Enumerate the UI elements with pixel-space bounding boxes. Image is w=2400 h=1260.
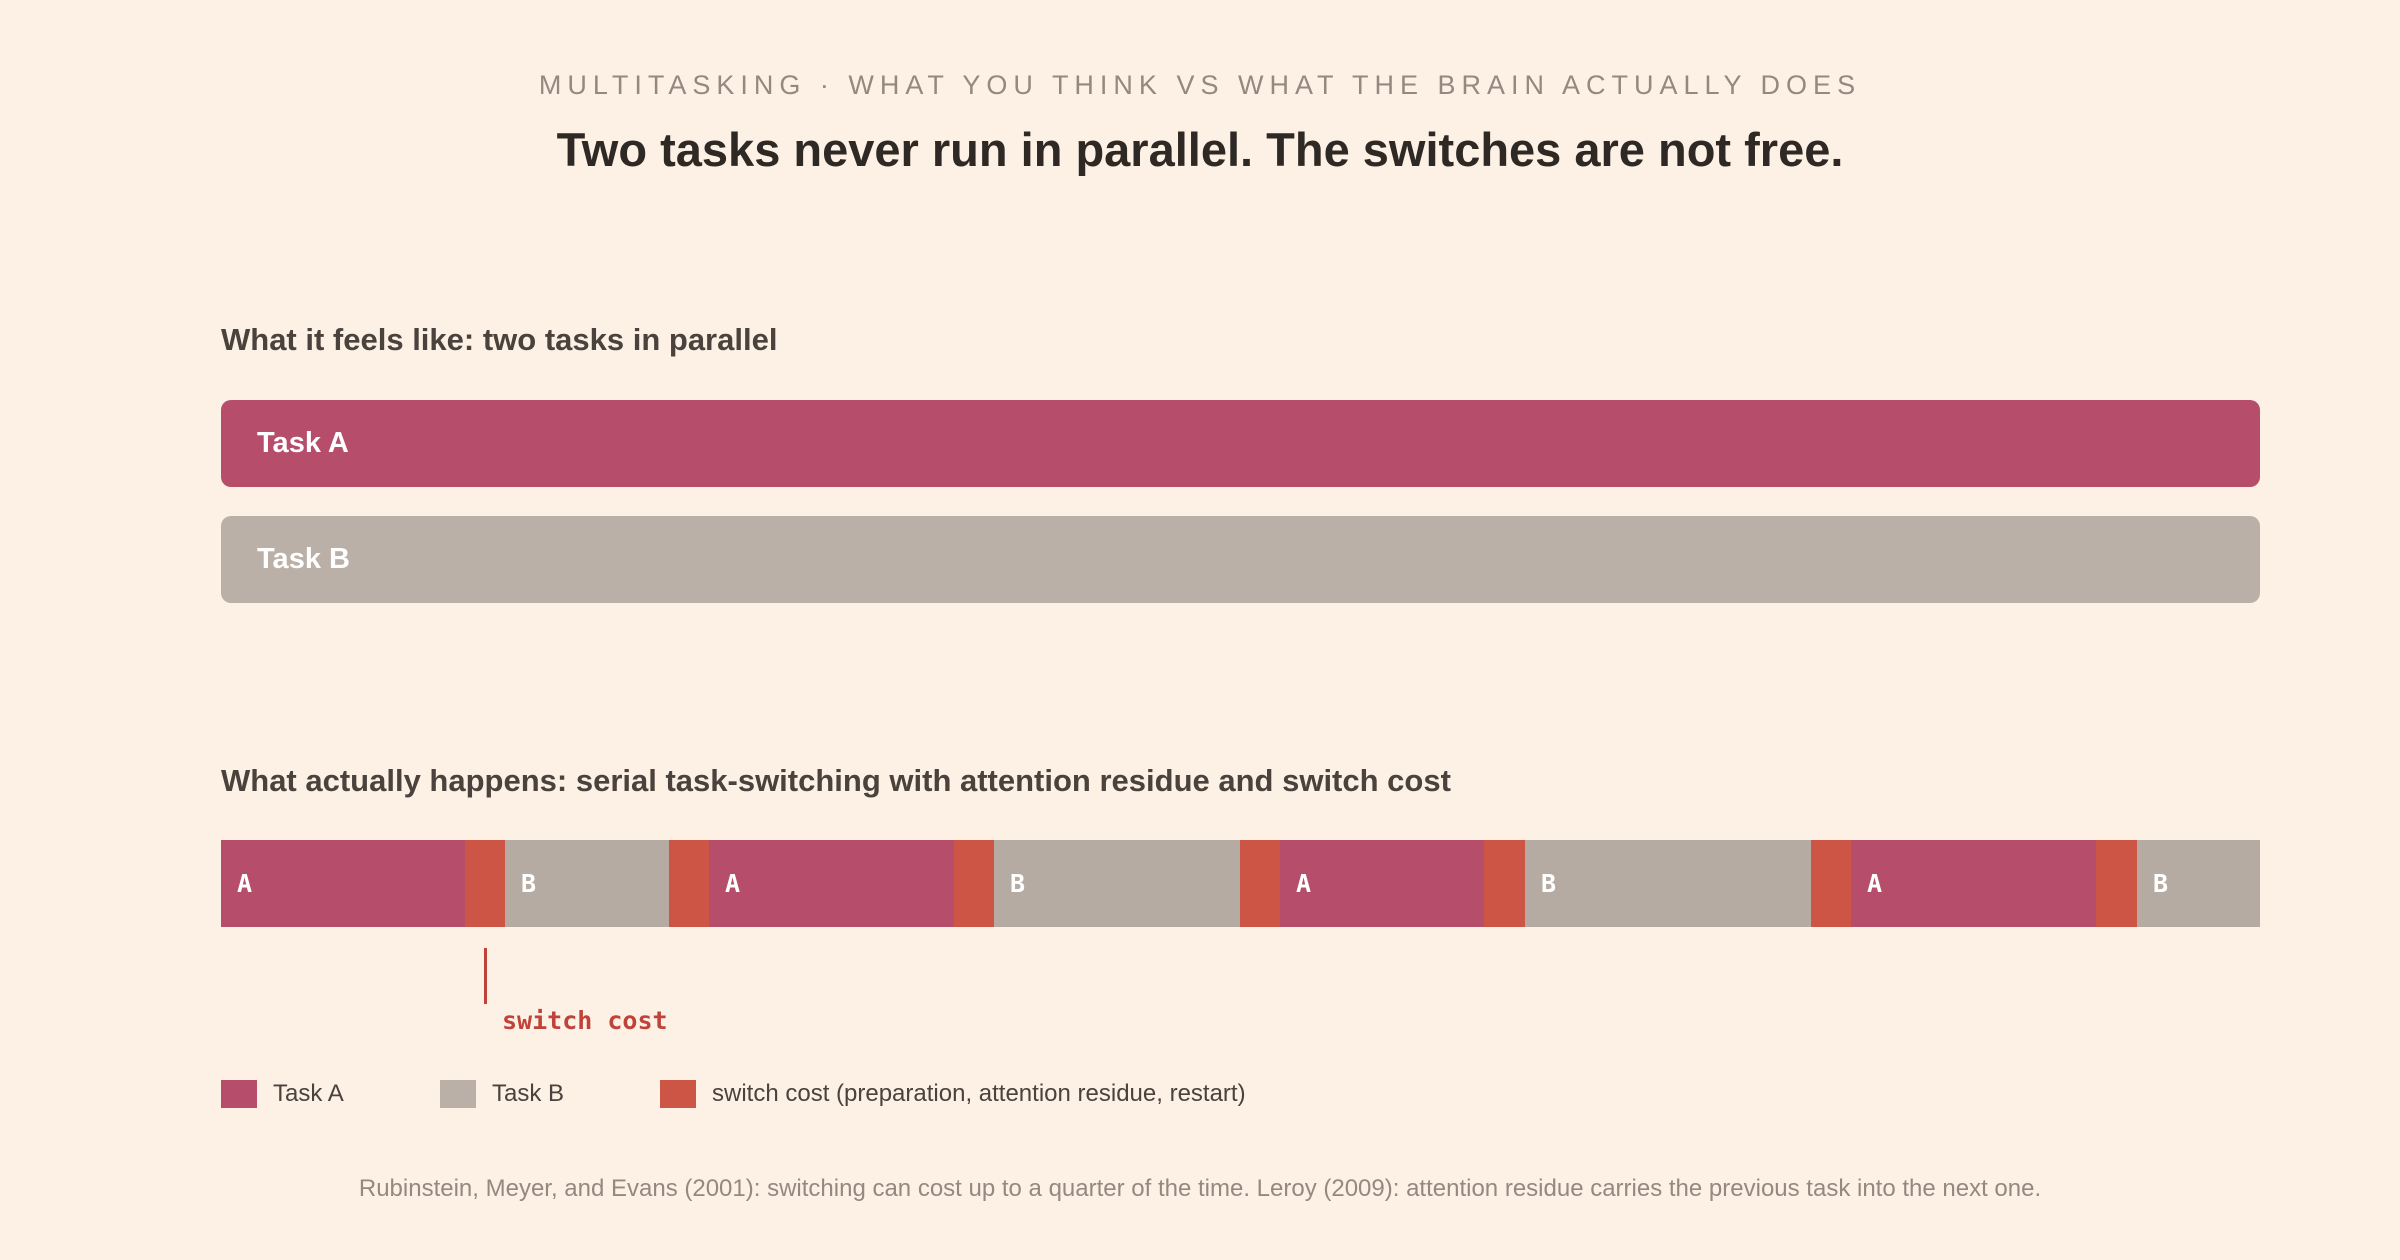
legend-item-task-a: Task A <box>221 1079 344 1109</box>
task-a-bar: Task A <box>221 400 2260 487</box>
segment-label: B <box>521 869 537 898</box>
segment-label: A <box>1296 869 1312 898</box>
switch-cost-segment <box>1811 840 1851 927</box>
switch-cost-segment <box>2096 840 2137 927</box>
parallel-section-title: What it feels like: two tasks in paralle… <box>221 322 778 357</box>
task-a-segment: A <box>1851 840 2096 927</box>
task-b-segment: B <box>994 840 1240 927</box>
serial-section-title: What actually happens: serial task-switc… <box>221 763 1451 798</box>
task-a-segment: A <box>709 840 954 927</box>
page-title: Two tasks never run in parallel. The swi… <box>556 123 1844 176</box>
legend-label-switch-cost: switch cost (preparation, attention resi… <box>712 1080 1246 1107</box>
source-footnote: Rubinstein, Meyer, and Evans (2001): swi… <box>358 1175 2042 1202</box>
segment-label: B <box>1541 869 1557 898</box>
task-b-bar-label: Task B <box>257 543 350 575</box>
switch-cost-segment <box>465 840 505 927</box>
task-b-segment: B <box>505 840 669 927</box>
legend-item-task-b: Task B <box>440 1079 564 1109</box>
legend-swatch-task-a <box>221 1080 257 1108</box>
switch-cost-segment <box>1240 840 1280 927</box>
legend-swatch-task-b <box>440 1080 476 1108</box>
segment-label: A <box>237 869 253 898</box>
task-a-segment: A <box>1280 840 1484 927</box>
segment-label: A <box>725 869 741 898</box>
switch-cost-segment <box>954 840 994 927</box>
switch-cost-callout-label: switch cost <box>502 1006 668 1035</box>
legend-swatch-switch-cost <box>660 1080 696 1108</box>
task-b-segment: B <box>2137 840 2260 927</box>
task-b-segment: B <box>1525 840 1811 927</box>
switch-cost-segment <box>669 840 709 927</box>
page-kicker: MULTITASKING · WHAT YOU THINK VS WHAT TH… <box>538 70 1862 100</box>
task-a-segment: A <box>221 840 465 927</box>
segment-label: A <box>1867 869 1883 898</box>
task-a-bar-label: Task A <box>257 427 349 459</box>
segment-label: B <box>2153 869 2169 898</box>
legend-item-switch-cost: switch cost (preparation, attention resi… <box>660 1079 1246 1109</box>
segment-label: B <box>1010 869 1026 898</box>
legend-label-task-a: Task A <box>273 1080 344 1107</box>
switch-cost-segment <box>1484 840 1525 927</box>
legend-label-task-b: Task B <box>492 1080 565 1107</box>
task-b-bar: Task B <box>221 516 2260 603</box>
switch-cost-callout-line <box>484 948 487 1004</box>
